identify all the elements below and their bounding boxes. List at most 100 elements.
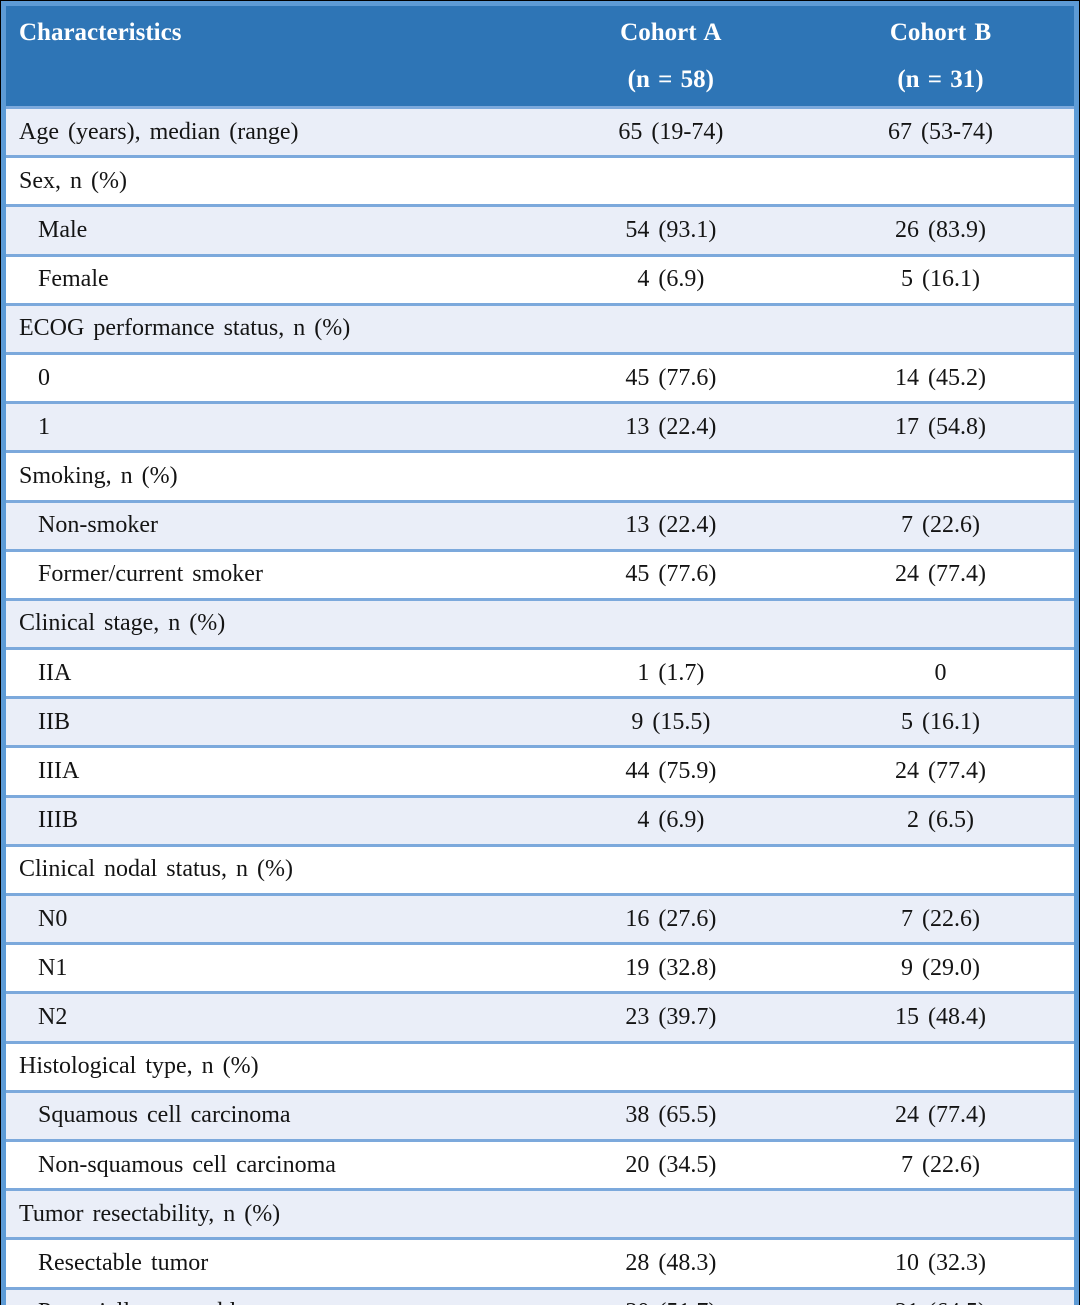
cohort-a-value: 30 (51.7) <box>534 1286 807 1305</box>
cohort-a-value: 4 (6.9) <box>534 253 807 305</box>
table-row: Squamous cell carcinoma 38 (65.5) 24 (77.4… <box>6 1089 1074 1141</box>
row-label: 1 <box>6 401 535 452</box>
table-row: N1 19 (32.8) 9 (29.0) <box>6 942 1074 993</box>
cohort-a-value: 1 (1.7) <box>534 647 807 698</box>
cohort-b-value: 24 (77.4) <box>806 745 1074 797</box>
row-label: IIIB <box>6 794 535 846</box>
row-label: IIA <box>6 647 535 698</box>
row-label: IIB <box>6 696 535 747</box>
cohort-a-value: 16 (27.6) <box>534 892 807 944</box>
cohort-b-value: 15 (48.4) <box>806 991 1074 1043</box>
cohort-a-label: Cohort A <box>620 19 722 46</box>
cohort-a-value: 44 (75.9) <box>534 745 807 797</box>
table-row: Clinical stage, n (%) <box>6 597 1074 649</box>
row-label: N2 <box>6 991 535 1043</box>
table-row: Smoking, n (%) <box>6 450 1074 501</box>
cohort-a-value <box>534 450 807 501</box>
table-row: IIIA 44 (75.9) 24 (77.4) <box>6 745 1074 797</box>
row-label: Sex, n (%) <box>6 155 535 206</box>
row-label: Clinical stage, n (%) <box>6 597 535 649</box>
cohort-a-value <box>534 302 807 354</box>
row-label: Non-smoker <box>6 499 535 551</box>
cohort-b-value: 5 (16.1) <box>806 253 1074 305</box>
cohort-b-value: 7 (22.6) <box>806 892 1074 944</box>
row-label: Female <box>6 253 535 305</box>
cohort-a-n: (n = 58) <box>627 66 714 93</box>
cohort-a-value: 20 (34.5) <box>534 1138 807 1190</box>
header-cohort-b: Cohort B (n = 31) <box>806 6 1074 108</box>
table-row: IIB 9 (15.5) 5 (16.1) <box>6 696 1074 747</box>
cohort-a-value: 13 (22.4) <box>534 401 807 452</box>
row-label: IIIA <box>6 745 535 797</box>
cohort-a-value: 28 (48.3) <box>534 1237 807 1288</box>
cohort-b-value: 2 (6.5) <box>806 794 1074 846</box>
row-label: N0 <box>6 892 535 944</box>
table-body: Age (years), median (range) 65 (19-74) 67 … <box>6 105 1074 1305</box>
table-row: Tumor resectability, n (%) <box>6 1188 1074 1239</box>
row-label: Smoking, n (%) <box>6 450 535 501</box>
header-cohort-a: Cohort A (n = 58) <box>534 6 807 108</box>
table-row: Non-smoker 13 (22.4) 7 (22.6) <box>6 499 1074 551</box>
cohort-a-value <box>534 1040 807 1092</box>
row-label: Resectable tumor <box>6 1237 535 1288</box>
table-row: N2 23 (39.7) 15 (48.4) <box>6 991 1074 1043</box>
cohort-a-value <box>534 597 807 649</box>
cohort-b-value: 24 (77.4) <box>806 548 1074 600</box>
table-row: Former/current smoker 45 (77.6) 24 (77.4) <box>6 548 1074 600</box>
cohort-a-value: 23 (39.7) <box>534 991 807 1043</box>
cohort-b-value: 7 (22.6) <box>806 499 1074 551</box>
cohort-b-value <box>806 1040 1074 1092</box>
cohort-b-value <box>806 843 1074 895</box>
cohort-a-value: 9 (15.5) <box>534 696 807 747</box>
table-row: IIIB 4 (6.9) 2 (6.5) <box>6 794 1074 846</box>
cohort-a-value: 65 (19-74) <box>534 105 807 157</box>
row-label: 0 <box>6 351 535 403</box>
cohort-b-value <box>806 155 1074 206</box>
cohort-b-value: 21 (64.5) <box>806 1286 1074 1305</box>
row-label: Non-squamous cell carcinoma <box>6 1138 535 1190</box>
cohort-b-value: 10 (32.3) <box>806 1237 1074 1288</box>
table-row: Histological type, n (%) <box>6 1040 1074 1092</box>
cohort-a-value: 38 (65.5) <box>534 1089 807 1141</box>
characteristics-table: Characteristics Cohort A (n = 58) Cohort… <box>6 6 1074 1305</box>
table-row: Age (years), median (range) 65 (19-74) 67 … <box>6 105 1074 157</box>
cohort-b-value <box>806 597 1074 649</box>
table-row: 0 45 (77.6) 14 (45.2) <box>6 351 1074 403</box>
row-label: Potentially resectable tumor <box>6 1286 535 1305</box>
cohort-b-label: Cohort B <box>889 19 992 46</box>
cohort-a-value: 45 (77.6) <box>534 351 807 403</box>
table-row: Clinical nodal status, n (%) <box>6 843 1074 895</box>
cohort-b-value <box>806 1188 1074 1239</box>
cohort-b-value: 9 (29.0) <box>806 942 1074 993</box>
cohort-b-value: 24 (77.4) <box>806 1089 1074 1141</box>
table-row: Resectable tumor 28 (48.3) 10 (32.3) <box>6 1237 1074 1288</box>
cohort-a-value: 4 (6.9) <box>534 794 807 846</box>
row-label: Histological type, n (%) <box>6 1040 535 1092</box>
row-label: Tumor resectability, n (%) <box>6 1188 535 1239</box>
table-row: ECOG performance status, n (%) <box>6 302 1074 354</box>
row-label: N1 <box>6 942 535 993</box>
cohort-b-value <box>806 450 1074 501</box>
cohort-a-value <box>534 843 807 895</box>
cohort-a-value: 13 (22.4) <box>534 499 807 551</box>
header-row: Characteristics Cohort A (n = 58) Cohort… <box>6 6 1074 108</box>
cohort-b-value: 17 (54.8) <box>806 401 1074 452</box>
cohort-b-value <box>806 302 1074 354</box>
table-header: Characteristics Cohort A (n = 58) Cohort… <box>6 6 1074 108</box>
row-label: Male <box>6 204 535 256</box>
cohort-b-n: (n = 31) <box>897 66 984 93</box>
table-row: Non-squamous cell carcinoma 20 (34.5) 7 (2… <box>6 1138 1074 1190</box>
header-characteristics: Characteristics <box>6 6 535 108</box>
table-row: Sex, n (%) <box>6 155 1074 206</box>
cohort-b-value: 67 (53-74) <box>806 105 1074 157</box>
cohort-a-value: 45 (77.6) <box>534 548 807 600</box>
row-label: Clinical nodal status, n (%) <box>6 843 535 895</box>
cohort-b-value: 14 (45.2) <box>806 351 1074 403</box>
row-label: ECOG performance status, n (%) <box>6 302 535 354</box>
table-row: IIA 1 (1.7) 0 <box>6 647 1074 698</box>
table-row: Male 54 (93.1) 26 (83.9) <box>6 204 1074 256</box>
row-label: Age (years), median (range) <box>6 105 535 157</box>
table-row: N0 16 (27.6) 7 (22.6) <box>6 892 1074 944</box>
table-row: 1 13 (22.4) 17 (54.8) <box>6 401 1074 452</box>
